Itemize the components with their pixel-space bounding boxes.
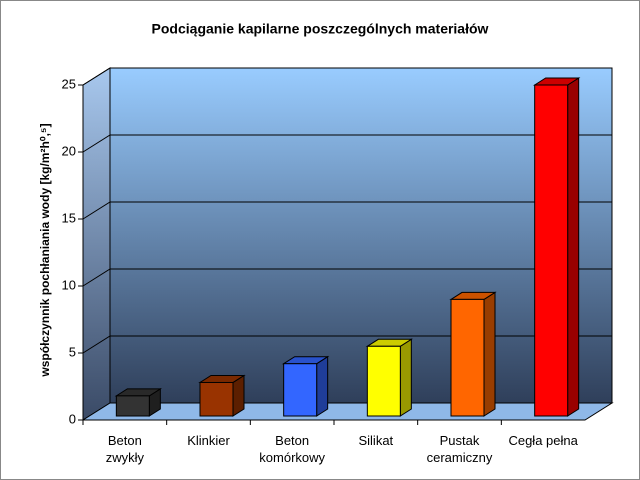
bar (450, 298, 485, 417)
y-tick-label: 0 (69, 411, 76, 426)
x-tick-label: Pustak ceramiczny (426, 433, 493, 465)
bar-side (316, 355, 329, 417)
grid-line (82, 67, 612, 86)
side-wall (82, 67, 111, 421)
bar-side (567, 77, 580, 417)
bar (534, 84, 569, 417)
grid-line (82, 201, 612, 220)
grid-line (82, 134, 612, 153)
x-tick-label: Silikat (358, 433, 394, 448)
bar (366, 345, 401, 417)
grid-line (82, 335, 612, 354)
chart-title: Podciąganie kapilarne poszczególnych mat… (152, 21, 489, 37)
y-axis-label: współczynnik pochłaniania wody [kg/m²h⁰,… (38, 123, 52, 377)
floor (81, 402, 614, 421)
grid-line (82, 268, 612, 287)
y-tick-label: 5 (69, 344, 76, 359)
bar (199, 381, 234, 417)
x-tick-label: Klinkier (187, 433, 230, 448)
x-tick-label: Beton komórkowy (259, 433, 326, 465)
y-tick-label: 20 (62, 143, 76, 158)
x-tick-label: Beton zwykły (105, 433, 144, 465)
y-tick-label: 15 (62, 210, 76, 225)
y-tick-label: 25 (62, 76, 76, 91)
bar-side (483, 291, 496, 417)
x-tick-label: Cegła pełna (508, 433, 578, 448)
y-tick-label: 10 (62, 277, 76, 292)
bar (115, 395, 150, 417)
bar (283, 363, 318, 417)
bar-side (399, 338, 412, 417)
